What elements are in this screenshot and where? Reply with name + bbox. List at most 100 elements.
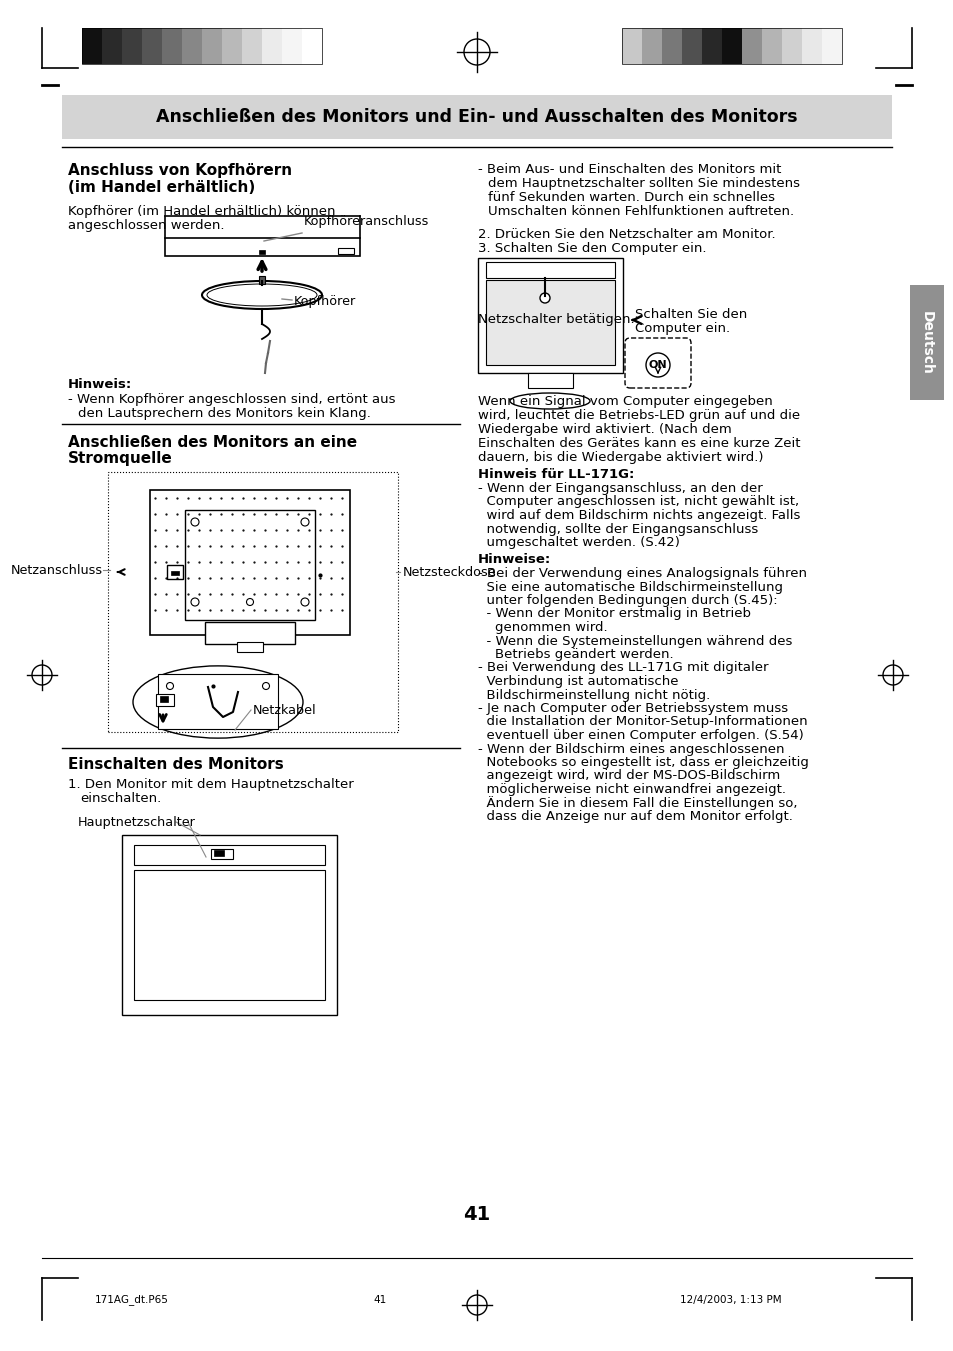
Bar bbox=[485, 262, 615, 278]
Text: fünf Sekunden warten. Durch ein schnelles: fünf Sekunden warten. Durch ein schnelle… bbox=[488, 190, 774, 204]
Text: - Wenn Kopfhörer angeschlossen sind, ertönt aus: - Wenn Kopfhörer angeschlossen sind, ert… bbox=[68, 393, 395, 407]
Text: Kopfhöreranschluss: Kopfhöreranschluss bbox=[304, 215, 429, 228]
Text: dem Hauptnetzschalter sollten Sie mindestens: dem Hauptnetzschalter sollten Sie mindes… bbox=[488, 177, 800, 190]
Bar bbox=[122, 835, 336, 1015]
Bar bbox=[661, 28, 681, 63]
Bar bbox=[282, 28, 302, 63]
Bar bbox=[167, 565, 183, 580]
Text: dass die Anzeige nur auf dem Monitor erfolgt.: dass die Anzeige nur auf dem Monitor erf… bbox=[477, 811, 792, 823]
Text: Betriebs geändert werden.: Betriebs geändert werden. bbox=[477, 648, 673, 661]
Text: - Wenn der Bildschirm eines angeschlossenen: - Wenn der Bildschirm eines angeschlosse… bbox=[477, 743, 783, 755]
Bar bbox=[741, 28, 761, 63]
Bar bbox=[122, 28, 142, 63]
Bar bbox=[781, 28, 801, 63]
Bar bbox=[681, 28, 701, 63]
Bar bbox=[258, 276, 265, 284]
Bar bbox=[821, 28, 841, 63]
Circle shape bbox=[262, 682, 269, 689]
Bar bbox=[142, 28, 162, 63]
Bar bbox=[701, 28, 721, 63]
Bar bbox=[801, 28, 821, 63]
Text: einschalten.: einschalten. bbox=[80, 792, 161, 805]
Text: Anschließen des Monitors und Ein- und Ausschalten des Monitors: Anschließen des Monitors und Ein- und Au… bbox=[156, 108, 797, 126]
Bar bbox=[162, 28, 182, 63]
Text: Sie eine automatische Bildschirmeinstellung: Sie eine automatische Bildschirmeinstell… bbox=[477, 581, 782, 593]
Bar bbox=[133, 844, 325, 865]
Bar bbox=[82, 28, 102, 63]
Text: wird, leuchtet die Betriebs-LED grün auf und die: wird, leuchtet die Betriebs-LED grün auf… bbox=[477, 409, 800, 422]
Text: 12/4/2003, 1:13 PM: 12/4/2003, 1:13 PM bbox=[679, 1296, 781, 1305]
Bar bbox=[236, 642, 263, 653]
Circle shape bbox=[301, 517, 309, 526]
Text: Einschalten des Gerätes kann es eine kurze Zeit: Einschalten des Gerätes kann es eine kur… bbox=[477, 436, 800, 450]
Bar bbox=[302, 28, 322, 63]
Text: ON: ON bbox=[648, 359, 666, 370]
Bar bbox=[185, 509, 314, 620]
Circle shape bbox=[301, 598, 309, 607]
Text: angeschlossen werden.: angeschlossen werden. bbox=[68, 219, 224, 232]
Bar bbox=[182, 28, 202, 63]
Bar bbox=[165, 238, 359, 255]
Text: Netzkabel: Netzkabel bbox=[253, 704, 316, 716]
Text: - Wenn die Systemeinstellungen während des: - Wenn die Systemeinstellungen während d… bbox=[477, 635, 792, 647]
Circle shape bbox=[246, 598, 253, 605]
Text: Hinweis für LL-171G:: Hinweis für LL-171G: bbox=[477, 467, 634, 481]
Bar bbox=[108, 471, 397, 732]
Text: unter folgenden Bedingungen durch (S.45):: unter folgenden Bedingungen durch (S.45)… bbox=[477, 594, 777, 607]
Text: Umschalten können Fehlfunktionen auftreten.: Umschalten können Fehlfunktionen auftret… bbox=[488, 205, 793, 218]
Bar bbox=[761, 28, 781, 63]
Text: Kopfhörer: Kopfhörer bbox=[294, 296, 355, 308]
Text: Bildschirmeinstellung nicht nötig.: Bildschirmeinstellung nicht nötig. bbox=[477, 689, 709, 701]
Text: 2. Drücken Sie den Netzschalter am Monitor.: 2. Drücken Sie den Netzschalter am Monit… bbox=[477, 228, 775, 240]
Bar bbox=[621, 28, 841, 63]
Bar bbox=[202, 28, 222, 63]
Text: Wenn ein Signal vom Computer eingegeben: Wenn ein Signal vom Computer eingegeben bbox=[477, 394, 772, 408]
Text: 41: 41 bbox=[373, 1296, 386, 1305]
Text: - Bei Verwendung des LL-171G mit digitaler: - Bei Verwendung des LL-171G mit digital… bbox=[477, 662, 768, 674]
Text: möglicherweise nicht einwandfrei angezeigt.: möglicherweise nicht einwandfrei angezei… bbox=[477, 784, 785, 796]
Text: Kopfhörer (im Handel erhältlich) können: Kopfhörer (im Handel erhältlich) können bbox=[68, 205, 335, 218]
Text: die Installation der Monitor-Setup-Informationen: die Installation der Monitor-Setup-Infor… bbox=[477, 716, 807, 728]
Bar bbox=[485, 280, 615, 365]
Bar bbox=[150, 490, 350, 635]
Bar bbox=[213, 850, 224, 857]
Bar bbox=[205, 621, 294, 644]
Circle shape bbox=[539, 293, 550, 303]
Text: genommen wird.: genommen wird. bbox=[477, 621, 607, 634]
Text: 1. Den Monitor mit dem Hauptnetzschalter: 1. Den Monitor mit dem Hauptnetzschalter bbox=[68, 778, 354, 790]
Circle shape bbox=[645, 353, 669, 377]
Circle shape bbox=[191, 517, 199, 526]
Text: - Wenn der Monitor erstmalig in Betrieb: - Wenn der Monitor erstmalig in Betrieb bbox=[477, 608, 750, 620]
Bar bbox=[337, 249, 354, 254]
Text: - Bei der Verwendung eines Analogsignals führen: - Bei der Verwendung eines Analogsignals… bbox=[477, 567, 806, 580]
FancyBboxPatch shape bbox=[624, 338, 690, 388]
Text: (im Handel erhältlich): (im Handel erhältlich) bbox=[68, 180, 255, 195]
Bar bbox=[909, 285, 943, 400]
Bar bbox=[82, 28, 322, 63]
Bar bbox=[621, 28, 641, 63]
Text: Stromquelle: Stromquelle bbox=[68, 451, 172, 466]
Text: Netzanschluss: Netzanschluss bbox=[10, 563, 103, 577]
Text: Computer ein.: Computer ein. bbox=[635, 322, 729, 335]
Text: umgeschaltet werden. (S.42): umgeschaltet werden. (S.42) bbox=[477, 536, 679, 549]
Text: Wiedergabe wird aktiviert. (Nach dem: Wiedergabe wird aktiviert. (Nach dem bbox=[477, 423, 731, 436]
Bar bbox=[222, 28, 242, 63]
Bar bbox=[262, 28, 282, 63]
Text: wird auf dem Bildschirm nichts angezeigt. Falls: wird auf dem Bildschirm nichts angezeigt… bbox=[477, 509, 800, 521]
Text: eventuell über einen Computer erfolgen. (S.54): eventuell über einen Computer erfolgen. … bbox=[477, 730, 803, 742]
Text: Schalten Sie den: Schalten Sie den bbox=[635, 308, 746, 322]
Text: Hauptnetzschalter: Hauptnetzschalter bbox=[78, 816, 195, 830]
Text: Ändern Sie in diesem Fall die Einstellungen so,: Ändern Sie in diesem Fall die Einstellun… bbox=[477, 797, 797, 811]
Text: Netzschalter betätigen.: Netzschalter betätigen. bbox=[477, 313, 634, 326]
Bar bbox=[242, 28, 262, 63]
Bar bbox=[171, 571, 179, 576]
Text: 41: 41 bbox=[463, 1205, 490, 1224]
Text: Hinweis:: Hinweis: bbox=[68, 378, 132, 390]
Text: Deutsch: Deutsch bbox=[919, 311, 933, 374]
Bar bbox=[258, 250, 265, 254]
Bar bbox=[102, 28, 122, 63]
Text: - Je nach Computer oder Betriebssystem muss: - Je nach Computer oder Betriebssystem m… bbox=[477, 703, 787, 715]
Bar bbox=[160, 696, 168, 703]
Circle shape bbox=[167, 682, 173, 689]
Text: 3. Schalten Sie den Computer ein.: 3. Schalten Sie den Computer ein. bbox=[477, 242, 706, 255]
